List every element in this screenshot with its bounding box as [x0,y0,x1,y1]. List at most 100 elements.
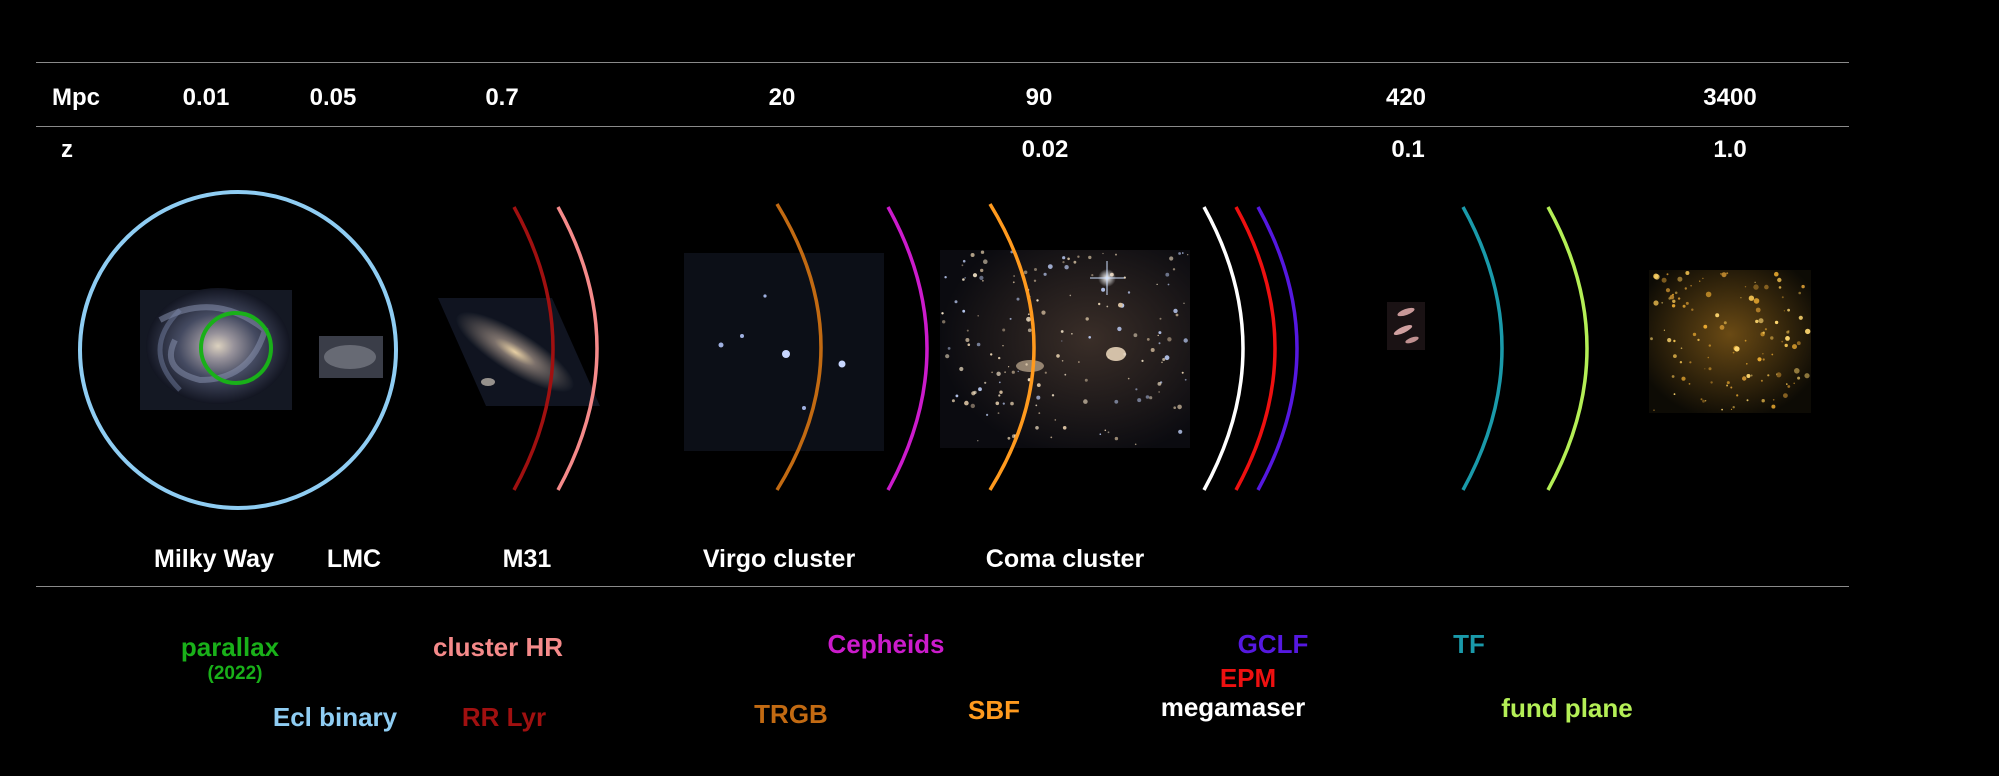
method-label-megamaser: megamaser [1160,692,1306,722]
rr-lyr-arc [512,206,555,491]
speckle [1178,429,1183,434]
speckle [1011,370,1015,374]
speckle [962,259,966,263]
speckle [1732,406,1735,409]
speckle [1084,378,1088,382]
speckle [1762,358,1765,361]
speckle [1098,302,1101,306]
speckle [1071,333,1073,335]
speckle [1704,400,1707,402]
speckle [1726,384,1729,387]
speckle [1134,443,1137,446]
speckle [1117,326,1122,332]
speckle [1754,281,1756,283]
speckle [1666,273,1669,276]
speckle [1123,276,1126,279]
speckle [1798,291,1801,295]
speckle [1164,355,1170,361]
fund-plane-arc [1546,206,1589,491]
lmc-image [319,336,383,378]
speckle [1036,299,1039,302]
speckle [1157,382,1162,386]
trgb-arc [775,203,823,491]
speckle [1744,339,1747,342]
speckle [979,275,984,280]
speckle [1654,274,1660,280]
mpc-value: 90 [1025,84,1053,111]
speckle [1062,261,1065,264]
speckle [1704,368,1706,370]
speckle [1798,315,1803,320]
speckle [1010,401,1014,406]
speckle [962,309,966,313]
object-label-lmc: LMC [326,545,382,573]
speckle [1793,382,1795,385]
speckle [1157,334,1159,337]
speckle [1007,436,1011,440]
speckle [942,320,946,324]
speckle [1088,255,1092,260]
speckle [1161,361,1163,364]
speckle [1746,399,1749,402]
speckle [1009,317,1012,320]
speckle [944,276,947,279]
speckle [1083,399,1088,404]
speckle [986,413,989,416]
speckle [1101,287,1106,292]
speckle [1746,374,1751,378]
speckle [998,381,1001,384]
speckle [1742,376,1747,381]
speckle [1667,338,1672,343]
speckle [959,366,964,372]
speckle [1653,409,1655,411]
mpc-value: 0.05 [309,84,357,111]
gclf-arc [1256,206,1299,491]
speckle [980,250,985,254]
speckle [1786,330,1790,334]
mpc-value: 20 [768,84,796,111]
speckle [1184,378,1187,381]
speckle [1035,404,1038,407]
method-label-trgb: TRGB [754,699,828,729]
speckle [1012,281,1015,284]
speckle [1115,253,1117,256]
speckle [1776,373,1778,375]
speckle [1008,366,1010,368]
speckle [1172,268,1176,271]
speckle [1149,396,1153,400]
speckle [972,273,978,278]
speckle [1114,399,1119,404]
speckle [1038,412,1041,414]
speckle [1681,376,1686,381]
speckle [1671,375,1675,378]
speckle [964,277,966,279]
speckle [1748,295,1755,301]
speckle [1746,363,1748,365]
speckle [1118,302,1123,308]
speckle [1794,368,1800,374]
speckle [982,279,984,282]
speckle [1708,344,1712,347]
speckle [1736,394,1739,397]
speckle [1183,302,1185,304]
tf-arc [1461,206,1504,491]
speckle [1771,404,1776,409]
top-rule [36,62,1849,63]
speckle [1078,361,1080,363]
speckle [1684,287,1688,290]
speckle [1002,345,1004,347]
speckle [1044,371,1047,374]
coma-cluster-image [940,250,1190,448]
speckle [1692,332,1697,337]
speckle [1104,429,1107,432]
speckle [1702,399,1705,403]
z-value: 0.1 [1391,136,1425,163]
speckle [976,342,981,347]
mpc-value: 0.7 [485,84,519,111]
speckle [1672,293,1674,296]
speckle [1787,308,1790,312]
speckle [1715,313,1720,318]
speckle [965,338,970,342]
speckle [1674,291,1678,295]
